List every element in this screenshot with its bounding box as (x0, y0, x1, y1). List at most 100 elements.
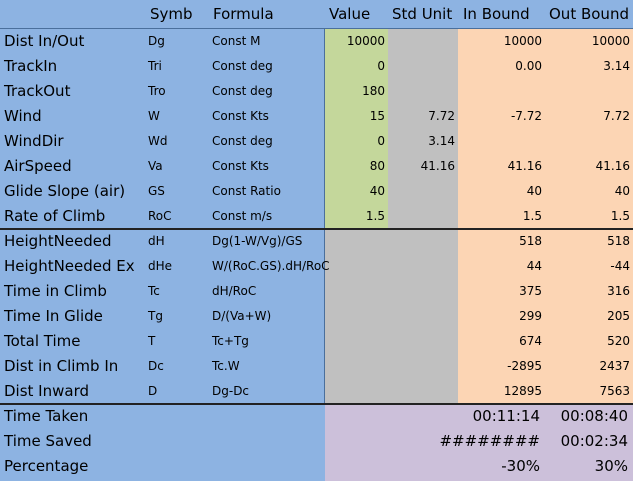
value-cell: -44 (610, 259, 630, 273)
value-cell: 518 (519, 234, 542, 248)
value-cell: 10000 (346, 34, 385, 48)
symbol: Tro (148, 84, 166, 98)
column-header: Value (329, 5, 371, 23)
value-cell: 299 (519, 309, 542, 323)
value-cell: 375 (519, 284, 542, 298)
formula: Const Kts (212, 109, 269, 123)
column-header: Formula (213, 5, 274, 23)
row-label: Dist Inward (4, 382, 89, 400)
value-cell: 10000 (503, 34, 542, 48)
row-label: Wind (4, 107, 42, 125)
formula: Const Ratio (212, 184, 281, 198)
std-band (388, 29, 458, 229)
row-label: Dist in Climb In (4, 357, 119, 375)
symbol: Dg (148, 34, 165, 48)
separator (0, 228, 633, 230)
row-label: AirSpeed (4, 157, 72, 175)
column-header: Out Bound (549, 5, 629, 23)
value-cell: 674 (519, 334, 542, 348)
value-cell: 00:02:34 (560, 432, 628, 450)
value-cell: 41.16 (507, 159, 542, 173)
formula: Const M (212, 34, 261, 48)
value-cell: 180 (362, 84, 385, 98)
formula: Dg-Dc (212, 384, 250, 398)
value-cell: 0 (377, 134, 385, 148)
value-cell: -30% (501, 457, 540, 475)
symbol: T (148, 334, 156, 348)
row-label: Glide Slope (air) (4, 182, 126, 200)
column-header: Symb (150, 5, 193, 23)
symbol: Wd (148, 134, 168, 148)
value-cell: 2437 (599, 359, 630, 373)
row-label: WindDir (4, 132, 64, 150)
bound-band (458, 29, 633, 404)
formula: Const m/s (212, 209, 273, 223)
value-cell: 00:11:14 (472, 407, 540, 425)
value-cell: 12895 (503, 384, 542, 398)
value-cell: -2895 (507, 359, 542, 373)
symbol: W (148, 109, 160, 123)
value-cell: 316 (607, 284, 630, 298)
result-band (325, 404, 633, 481)
divider (324, 28, 325, 404)
symbol: RoC (148, 209, 172, 223)
formula: Const deg (212, 84, 273, 98)
value-cell: 520 (607, 334, 630, 348)
formula: Const deg (212, 59, 273, 73)
formula: dH/RoC (212, 284, 257, 298)
symbol: Tri (148, 59, 162, 73)
row-label: Total Time (4, 332, 81, 350)
value-cell: 7563 (599, 384, 630, 398)
value-cell: 41.16 (420, 159, 455, 173)
formula: Tc.W (212, 359, 240, 373)
formula: Dg(1-W/Vg)/GS (212, 234, 303, 248)
value-cell: 41.16 (595, 159, 630, 173)
formula: Const Kts (212, 159, 269, 173)
value-cell: 15 (369, 109, 385, 123)
grey-band (325, 229, 458, 404)
separator (0, 403, 633, 405)
formula: W/(RoC.GS).dH/RoC (212, 259, 330, 273)
value-cell: -7.72 (510, 109, 542, 123)
value-cell: 1.5 (522, 209, 542, 223)
symbol: dHe (148, 259, 173, 273)
value-cell: 3.14 (428, 134, 455, 148)
value-cell: 1.5 (365, 209, 385, 223)
value-cell: 518 (607, 234, 630, 248)
row-label: TrackOut (4, 82, 71, 100)
row-label: Time In Glide (4, 307, 103, 325)
row-label: HeightNeeded (4, 232, 112, 250)
value-cell: 7.72 (603, 109, 630, 123)
value-cell: 3.14 (603, 59, 630, 73)
row-label: Time in Climb (4, 282, 107, 300)
row-label: Rate of Climb (4, 207, 106, 225)
row-label: Dist In/Out (4, 32, 85, 50)
formula: Tc+Tg (212, 334, 249, 348)
value-cell: 30% (594, 457, 628, 475)
row-label: HeightNeeded Ex (4, 257, 135, 275)
value-cell: 40 (614, 184, 630, 198)
value-cell: 205 (607, 309, 630, 323)
formula: Const deg (212, 134, 273, 148)
value-cell: ######## (439, 432, 540, 450)
formula: D/(Va+W) (212, 309, 272, 323)
value-cell: 0.00 (515, 59, 542, 73)
symbol: Dc (148, 359, 164, 373)
row-label: TrackIn (4, 57, 58, 75)
value-cell: 00:08:40 (560, 407, 628, 425)
value-cell: 44 (526, 259, 542, 273)
symbol: D (148, 384, 158, 398)
row-label: Time Taken (4, 407, 89, 425)
value-cell: 80 (369, 159, 385, 173)
value-cell: 1.5 (610, 209, 630, 223)
column-header: Std Unit (392, 5, 453, 23)
value-cell: 10000 (591, 34, 630, 48)
value-cell: 0 (377, 59, 385, 73)
header-band (0, 0, 633, 29)
column-header: In Bound (463, 5, 530, 23)
row-label: Time Saved (4, 432, 92, 450)
symbol: Va (148, 159, 163, 173)
value-cell: 7.72 (428, 109, 455, 123)
value-band (325, 29, 388, 229)
row-label: Percentage (4, 457, 89, 475)
